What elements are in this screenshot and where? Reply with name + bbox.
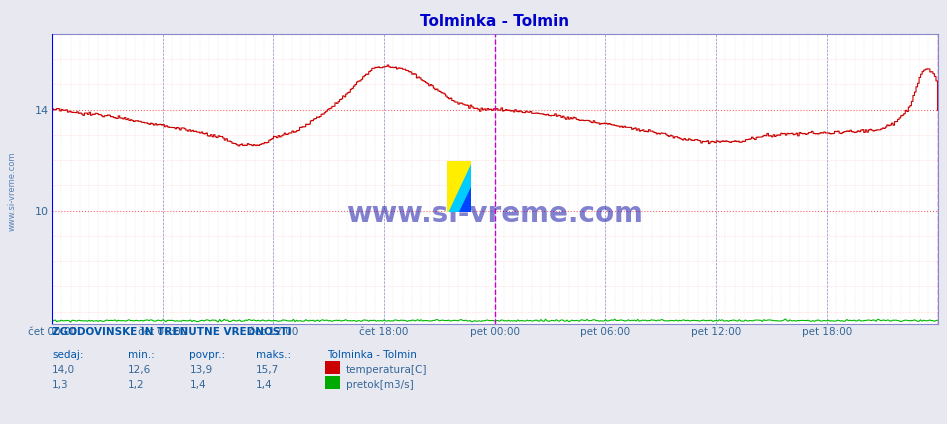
Text: Tolminka - Tolmin: Tolminka - Tolmin [327,350,417,360]
Polygon shape [447,161,458,212]
Text: www.si-vreme.com: www.si-vreme.com [347,200,643,228]
Text: maks.:: maks.: [256,350,291,360]
Text: 15,7: 15,7 [256,365,279,375]
Title: Tolminka - Tolmin: Tolminka - Tolmin [420,14,569,28]
Text: povpr.:: povpr.: [189,350,225,360]
Text: 1,3: 1,3 [52,380,69,390]
Polygon shape [458,161,471,212]
Text: ZGODOVINSKE IN TRENUTNE VREDNOSTI: ZGODOVINSKE IN TRENUTNE VREDNOSTI [52,327,292,337]
Polygon shape [447,161,471,212]
Text: 1,4: 1,4 [256,380,273,390]
Polygon shape [447,161,471,212]
Text: 13,9: 13,9 [189,365,213,375]
Text: pretok[m3/s]: pretok[m3/s] [346,380,414,390]
Text: 12,6: 12,6 [128,365,152,375]
Text: 14,0: 14,0 [52,365,75,375]
Text: 1,4: 1,4 [189,380,206,390]
Text: 1,2: 1,2 [128,380,145,390]
Text: min.:: min.: [128,350,154,360]
Text: www.si-vreme.com: www.si-vreme.com [8,151,17,231]
Text: sedaj:: sedaj: [52,350,83,360]
Polygon shape [458,187,471,212]
Text: temperatura[C]: temperatura[C] [346,365,427,375]
